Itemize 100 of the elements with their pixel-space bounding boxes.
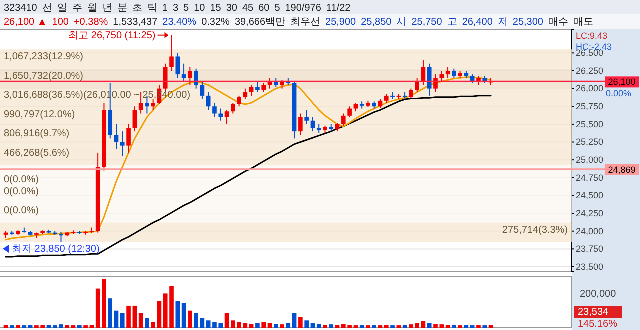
bar — [138, 313, 144, 328]
y-tick-label: 23,750 — [576, 244, 604, 254]
text: 0.32% — [202, 17, 230, 28]
candlestick — [182, 63, 186, 82]
bar — [304, 320, 309, 328]
text: 10 — [194, 3, 206, 14]
bar — [90, 325, 94, 328]
candlestick — [304, 110, 309, 125]
candlestick — [310, 116, 316, 132]
bar — [28, 325, 33, 328]
bar — [102, 279, 106, 328]
text: 39,666백만 — [234, 17, 286, 28]
bar — [402, 325, 408, 328]
candlestick — [188, 66, 192, 86]
text: 3 — [172, 3, 179, 14]
candlestick — [59, 232, 64, 243]
y-tick-label: 25,000 — [576, 154, 604, 165]
bar — [182, 304, 186, 328]
text: 시 — [396, 17, 407, 28]
candlestick — [206, 92, 211, 111]
bar — [151, 322, 156, 328]
text: 25,750 — [412, 17, 443, 28]
candlestick — [218, 108, 224, 122]
text: 년 — [102, 3, 112, 14]
y-tick-label: 25,250 — [576, 137, 604, 148]
band-label: 990,797(12.0%) — [4, 109, 76, 120]
text: 30 — [226, 3, 238, 14]
bar — [274, 324, 278, 328]
candlestick — [243, 88, 248, 100]
text: 25,850 — [361, 17, 392, 28]
bar — [268, 323, 272, 328]
text: 0.00% — [606, 88, 632, 99]
band-label: 275,714(3.3%) — [502, 224, 568, 236]
text: 60 — [258, 3, 270, 14]
candlestick — [409, 88, 414, 99]
bar — [65, 325, 70, 328]
y-tick-label: 24,000 — [576, 226, 604, 236]
candlestick — [434, 74, 438, 93]
bar — [360, 325, 364, 328]
candlestick — [200, 81, 205, 100]
bar — [329, 324, 334, 328]
candlestick — [415, 78, 420, 93]
bar — [243, 323, 248, 328]
bar — [298, 317, 303, 328]
band-label: 0(0.0%) — [4, 206, 40, 217]
candlestick — [427, 63, 432, 96]
text: 11/22 — [326, 3, 352, 14]
y-tick-label: 26,250 — [576, 66, 604, 76]
candlestick — [298, 113, 303, 136]
bar — [132, 306, 138, 328]
bar — [446, 325, 450, 328]
y-tick-label: 24,500 — [576, 190, 604, 201]
bar — [384, 325, 389, 328]
bar — [120, 313, 125, 328]
text: 저 — [498, 17, 508, 28]
bar — [488, 325, 494, 328]
candlestick — [440, 70, 444, 82]
bar — [323, 325, 328, 328]
text: 1 — [162, 3, 168, 14]
bar — [4, 325, 8, 328]
bar — [224, 313, 230, 328]
bar — [46, 325, 52, 328]
bar — [316, 324, 322, 328]
band-label: 466,268(5.6%) — [4, 148, 70, 159]
bar — [464, 325, 469, 328]
text: 25,300 — [512, 17, 544, 28]
candlestick — [194, 68, 198, 90]
text: 분 — [117, 3, 128, 14]
y-tick-label: 24,750 — [576, 172, 604, 183]
bar — [335, 325, 340, 328]
text: 15 — [210, 3, 222, 14]
annotation: 최저 23,850 (12:30) — [12, 244, 100, 256]
bar — [96, 288, 100, 328]
text: 23,534 — [578, 307, 610, 318]
text: 26,400 — [462, 17, 494, 28]
text: +0.38% — [74, 17, 108, 28]
text: 최우선 — [290, 17, 321, 28]
text: 100 — [52, 17, 70, 28]
text: 5 — [274, 3, 281, 14]
band-label: 806,916(9.7%) — [4, 128, 70, 140]
y-tick-label: 23,500 — [576, 262, 604, 272]
bar — [372, 325, 377, 328]
bar — [108, 298, 113, 328]
text: 주 — [72, 3, 82, 14]
text: 5 — [184, 3, 190, 14]
candlestick — [212, 102, 217, 118]
candlestick — [114, 124, 119, 150]
text: 323410 — [4, 3, 38, 14]
candlestick — [224, 110, 230, 125]
text: LC:9.43 — [576, 31, 608, 41]
candlestick — [170, 34, 174, 72]
bar — [126, 306, 131, 328]
bar — [421, 321, 426, 328]
candlestick — [256, 81, 260, 93]
bar — [280, 324, 284, 328]
candlestick — [151, 99, 156, 111]
band-label: 1,067,233(12.9%) — [4, 52, 84, 63]
band-label: 0(0.0%) — [4, 174, 40, 186]
annotation: 최고 26,750 (11:25) — [68, 30, 156, 42]
text: 190/976 — [285, 3, 322, 14]
